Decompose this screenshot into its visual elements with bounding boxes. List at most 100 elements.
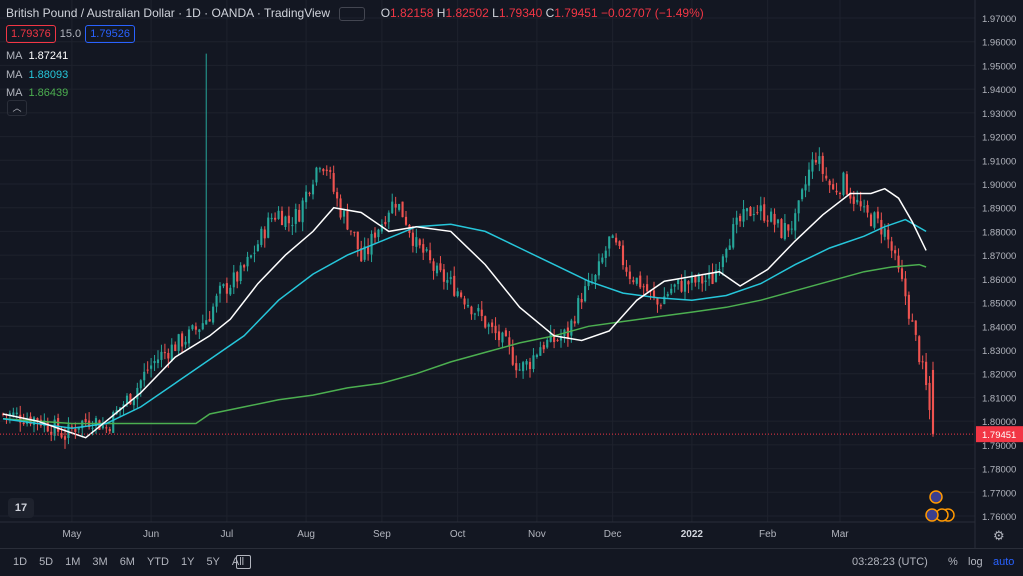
candle-body <box>105 427 108 429</box>
candle-body <box>449 277 452 279</box>
candle-body <box>329 170 332 172</box>
low-value: 1.79340 <box>498 6 543 20</box>
candle-body <box>807 169 811 186</box>
candle-body <box>694 276 697 283</box>
candle-body <box>353 231 356 233</box>
range-1y-button[interactable]: 1Y <box>180 556 195 568</box>
uk-flag-icon[interactable] <box>929 490 943 504</box>
settings-gear-icon[interactable]: ⚙ <box>993 528 1005 543</box>
candle-body <box>639 275 642 288</box>
candle-body <box>776 219 780 224</box>
bottom-toolbar: 1D 5D 1M 3M 6M YTD 1Y 5Y All 03:28:23 (U… <box>0 548 1023 576</box>
candle-body <box>704 280 707 283</box>
time-tick-label: May <box>62 529 81 540</box>
calendar-icon[interactable] <box>236 555 251 569</box>
candle-body <box>318 168 321 170</box>
candle-body <box>632 280 635 283</box>
candle-body <box>401 201 404 218</box>
time-tick-label: Nov <box>528 529 546 540</box>
candle-body <box>663 296 666 305</box>
candle-body <box>814 160 817 163</box>
ma-value: 1.86439 <box>28 87 69 99</box>
price-tick-label: 1.76000 <box>982 512 1016 523</box>
time-tick-label: Sep <box>373 529 391 540</box>
auto-scale-toggle[interactable]: auto <box>993 556 1015 568</box>
tradingview-logo[interactable]: 17 <box>8 498 34 518</box>
candle-body <box>659 305 662 307</box>
candle-body <box>291 225 294 227</box>
candle-body <box>931 369 935 435</box>
candle-body <box>74 428 77 432</box>
range-5d-button[interactable]: 5D <box>39 556 54 568</box>
candle-body <box>260 228 263 245</box>
range-5y-button[interactable]: 5Y <box>206 556 220 568</box>
ma-legend-2[interactable]: MA 1.88093 <box>6 69 69 81</box>
candle-body <box>136 387 139 400</box>
uk-flag-icon[interactable] <box>925 508 939 522</box>
candle-body <box>398 203 401 210</box>
candle-body <box>12 412 15 416</box>
candle-body <box>77 427 80 430</box>
candle-body <box>673 284 676 287</box>
candle-body <box>94 418 98 427</box>
event-flags[interactable] <box>925 490 955 522</box>
chart-grid <box>0 0 975 522</box>
candle-body <box>453 275 456 296</box>
range-all-button[interactable]: All <box>231 556 245 568</box>
candle-body <box>339 198 342 218</box>
candle-body <box>587 280 590 287</box>
candle-body <box>504 330 507 337</box>
candle-body <box>783 222 786 240</box>
utc-clock[interactable]: 03:28:23 (UTC) <box>852 556 928 568</box>
candle-body <box>900 268 904 280</box>
candle-body <box>187 329 191 344</box>
interval[interactable]: 1D <box>185 6 201 20</box>
candle-body <box>101 425 104 429</box>
candle-body <box>298 209 301 222</box>
broker: OANDA <box>211 6 254 20</box>
candle-body <box>690 275 693 283</box>
candle-body <box>832 184 835 190</box>
candle-body <box>15 412 18 415</box>
visibility-toggle-icon[interactable] <box>339 6 366 21</box>
candle-body <box>907 294 910 319</box>
sell-price-button[interactable]: 1.79376 <box>6 25 56 43</box>
candle-body <box>384 221 387 225</box>
ma-legend-1[interactable]: MA 1.87241 <box>6 50 69 62</box>
ma-legend-3[interactable]: MA 1.86439 <box>6 87 69 99</box>
symbol-name[interactable]: British Pound / Australian Dollar <box>6 6 175 20</box>
log-scale-toggle[interactable]: log <box>968 556 983 568</box>
price-tick-label: 1.90000 <box>982 180 1016 191</box>
price-tick-label: 1.83000 <box>982 346 1016 357</box>
range-6m-button[interactable]: 6M <box>119 556 135 568</box>
candle-body <box>856 199 859 203</box>
price-axis[interactable]: 1.97000 1.96000 1.95000 1.94000 1.93000 1.920… <box>974 0 1023 548</box>
time-tick-label: 2022 <box>681 529 704 540</box>
range-3m-button[interactable]: 3M <box>92 556 108 568</box>
candle-body <box>883 228 886 237</box>
candle-body <box>249 255 253 258</box>
candle-body <box>91 427 94 429</box>
range-1d-button[interactable]: 1D <box>13 556 28 568</box>
time-axis[interactable]: May Jun Jul Aug Sep Oct Nov Dec 2022 Feb Mar <box>0 521 975 540</box>
percent-scale-toggle[interactable]: % <box>948 556 958 568</box>
candle-body <box>301 200 304 223</box>
candle-body <box>81 420 84 429</box>
candle-body <box>621 245 625 266</box>
candle-body <box>652 290 656 297</box>
candle-body <box>422 244 425 253</box>
candle-body <box>880 219 883 235</box>
candle-body <box>456 291 459 297</box>
range-1m-button[interactable]: 1M <box>65 556 81 568</box>
price-chart[interactable]: 1.97000 1.96000 1.95000 1.94000 1.93000 1.920… <box>0 0 1023 548</box>
price-tick-label: 1.77000 <box>982 488 1016 499</box>
candle-body <box>739 215 742 222</box>
range-ytd-button[interactable]: YTD <box>146 556 169 568</box>
buy-price-button[interactable]: 1.79526 <box>85 25 135 43</box>
change-value: −0.02707 (−1.49%) <box>601 6 704 20</box>
candle-body <box>887 229 890 240</box>
collapse-legend-button[interactable]: ︿ <box>7 100 27 116</box>
candle-body <box>642 286 645 288</box>
candle-body <box>553 334 556 343</box>
candle-body <box>797 200 800 214</box>
